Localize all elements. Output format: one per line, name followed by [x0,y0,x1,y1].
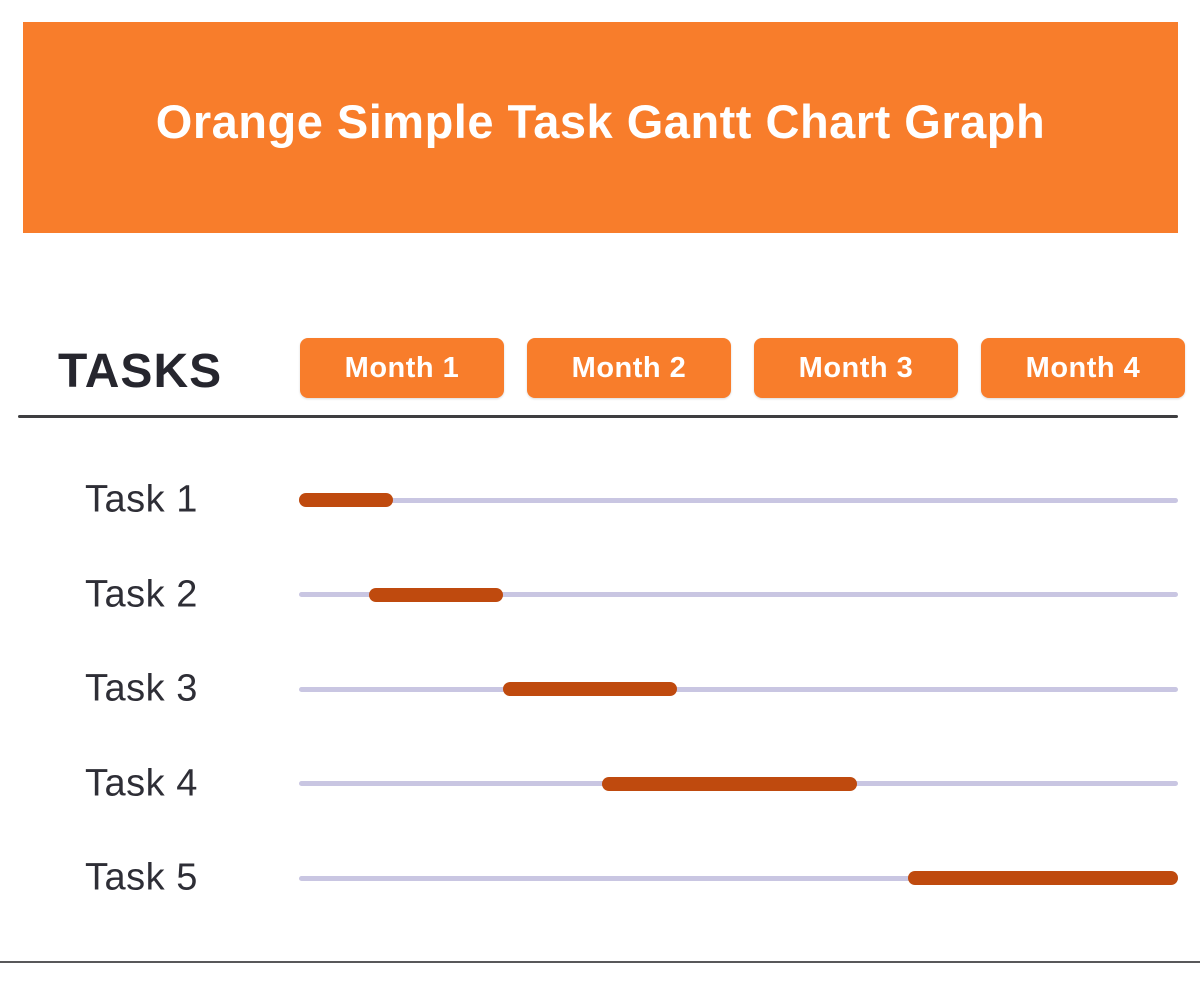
task-bar-4 [602,776,858,791]
task-label-3: Task 3 [85,667,198,710]
task-bar-2 [369,587,504,602]
task-label-4: Task 4 [85,762,198,804]
bottom-divider-line [0,961,1200,963]
month-header-1: Month 1 [300,338,504,398]
task-bar-5 [907,871,1178,885]
task-bar-3 [503,682,677,696]
task-track-2 [299,592,1178,597]
task-label-2: Task 2 [85,573,198,615]
month-header-4: Month 4 [981,338,1185,398]
task-label-5: Task 5 [85,856,198,899]
page-title: Orange Simple Task Gantt Chart Graph [155,95,1046,148]
title-banner: Orange Simple Task Gantt Chart Graph [23,22,1178,233]
task-label-1: Task 1 [85,478,198,521]
month-header-3: Month 3 [754,338,958,398]
tasks-column-header: TASKS [58,345,223,398]
month-header-2: Month 2 [527,338,731,398]
header-divider-line [18,415,1178,418]
task-bar-1 [299,493,394,507]
task-track-1 [299,497,1178,503]
task-track-5 [299,875,1178,881]
task-track-3 [299,686,1178,692]
